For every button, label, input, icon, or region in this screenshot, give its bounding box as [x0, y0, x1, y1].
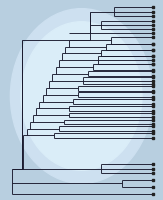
Circle shape	[10, 9, 153, 183]
Circle shape	[21, 22, 142, 170]
